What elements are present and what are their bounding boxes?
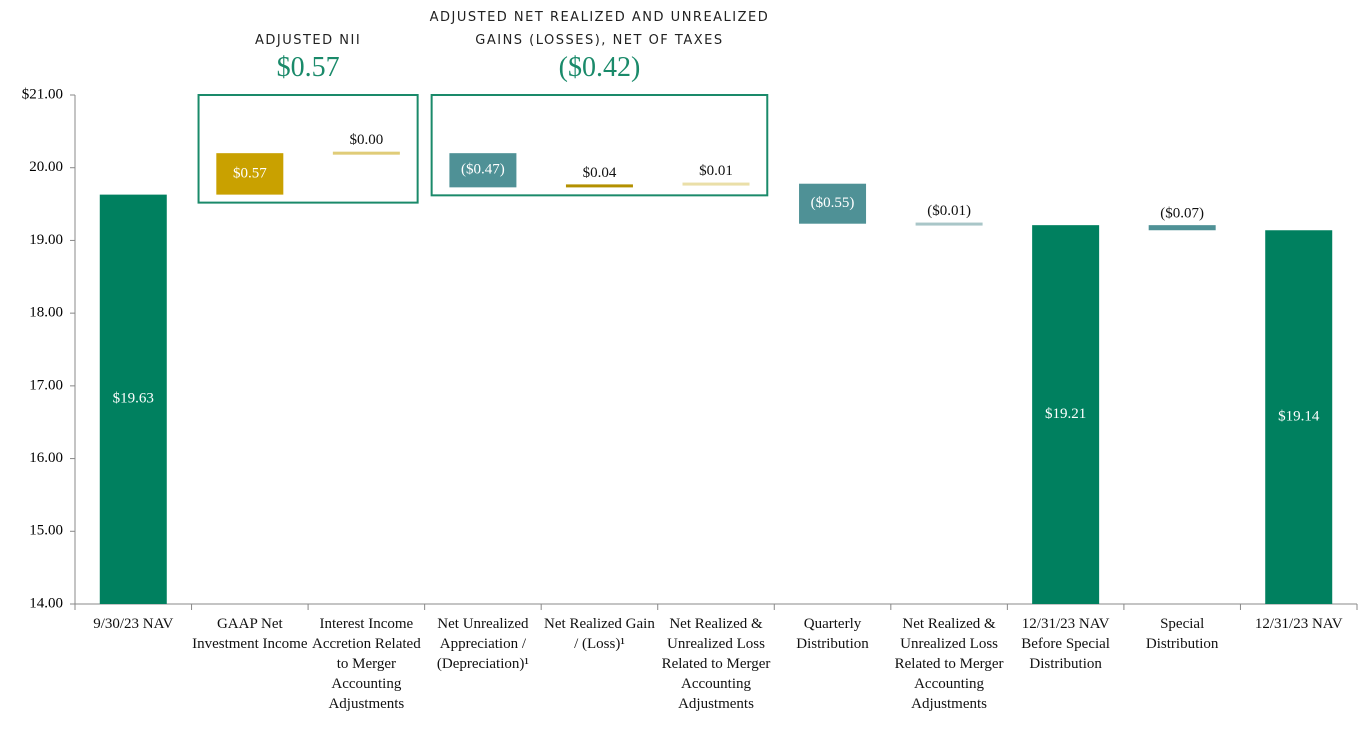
group-value: $0.57 [276, 52, 340, 83]
bar [1265, 230, 1333, 604]
value-label: $0.00 [349, 132, 383, 148]
bar [1148, 225, 1216, 231]
x-tick-label: Special Distribution [1145, 616, 1219, 652]
bar [216, 153, 284, 195]
x-tick-label: 9/30/23 NAV [93, 616, 174, 632]
y-tick-label: 18.00 [29, 305, 63, 321]
group-box [197, 94, 419, 204]
bar [1032, 225, 1100, 604]
x-tick-label: Quarterly Distribution [796, 616, 869, 652]
y-tick-label: 16.00 [29, 450, 63, 466]
x-tick-label: Interest Income Accretion Related to Mer… [312, 616, 421, 712]
value-label: ($0.07) [1160, 206, 1204, 222]
value-label: ($0.47) [461, 162, 505, 178]
value-label: ($0.01) [927, 203, 971, 219]
value-label: $19.21 [1045, 406, 1086, 422]
y-tick-label: 14.00 [29, 595, 63, 611]
bar [799, 183, 867, 224]
x-tick-label: Net Realized & Unrealized Loss Related t… [661, 616, 771, 712]
group-box [430, 94, 769, 197]
y-tick-label: 20.00 [29, 159, 63, 175]
bar [682, 182, 750, 186]
x-tick-label: 12/31/23 NAV Before Special Distribution [1021, 616, 1110, 672]
value-label: $0.01 [699, 163, 733, 179]
value-label: $19.14 [1278, 409, 1320, 425]
y-tick-label: $21.00 [22, 86, 63, 102]
bar [915, 222, 983, 226]
bar [565, 184, 633, 188]
x-tick-label: Net Realized Gain / (Loss)¹ [544, 616, 655, 652]
group-title: ADJUSTED NII [254, 33, 362, 48]
value-label: $19.63 [113, 391, 154, 407]
x-tick-label: GAAP Net Investment Income [192, 616, 308, 652]
y-tick-label: 15.00 [29, 523, 63, 539]
bar [449, 153, 517, 188]
group-title: ADJUSTED NET REALIZED AND UNREALIZED GAI… [429, 10, 770, 48]
y-tick-label: 17.00 [29, 377, 63, 393]
bar [99, 194, 167, 604]
y-tick-label: 19.00 [29, 232, 63, 248]
bar [332, 151, 400, 155]
value-label: $0.57 [233, 165, 267, 181]
x-tick-label: 12/31/23 NAV [1254, 616, 1343, 632]
value-label: ($0.55) [811, 195, 855, 211]
group-value: ($0.42) [558, 52, 641, 83]
value-label: $0.04 [583, 165, 617, 181]
x-tick-label: Net Unrealized Appreciation / (Depreciat… [436, 616, 529, 672]
x-tick-label: Net Realized & Unrealized Loss Related t… [894, 616, 1004, 712]
